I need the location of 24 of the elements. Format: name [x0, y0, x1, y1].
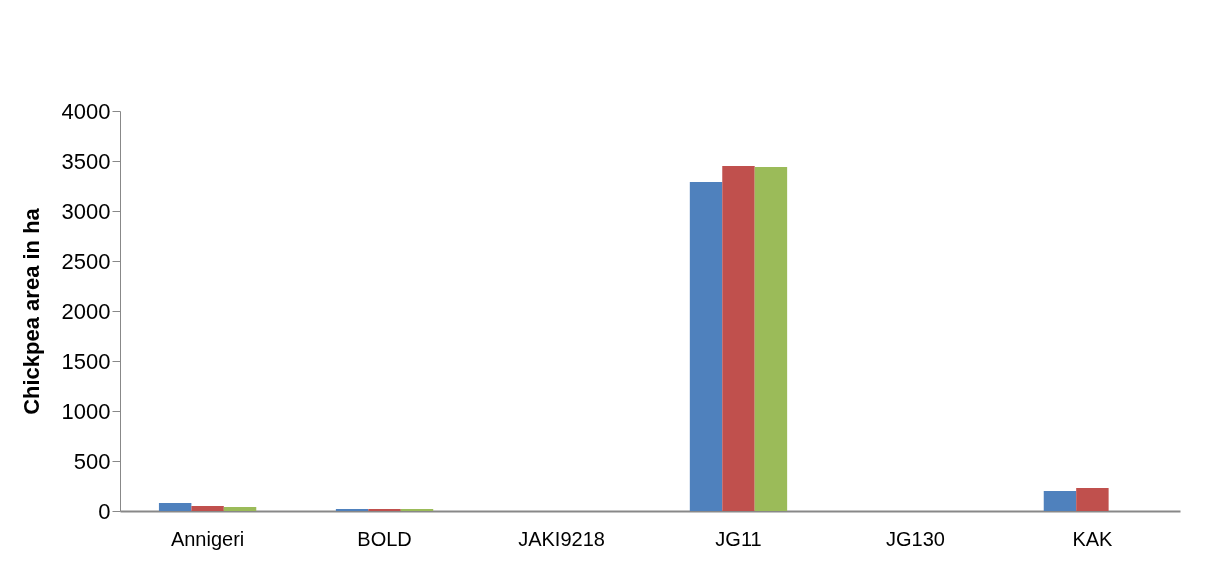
y-tick-label: 2500	[61, 248, 111, 274]
bar	[689, 182, 723, 511]
x-tick-label: Annigeri	[170, 527, 245, 550]
bar	[158, 503, 192, 511]
y-tick-label: 3500	[61, 148, 111, 174]
y-tick-label: 1000	[61, 398, 111, 424]
bar	[1043, 491, 1077, 511]
bar	[754, 167, 788, 511]
x-tick-label: KAK	[1072, 527, 1114, 550]
y-tick-label: 0	[98, 498, 111, 524]
y-tick-label: 500	[73, 448, 111, 474]
bar	[722, 166, 755, 511]
x-tick-label: JG130	[885, 527, 945, 550]
x-tick-label: JAKI9218	[518, 527, 605, 550]
bar	[223, 507, 257, 511]
x-tick-label: JG11	[715, 527, 762, 550]
bar	[191, 506, 224, 511]
bar	[1076, 488, 1109, 511]
y-tick-label: 3000	[61, 198, 111, 224]
y-tick-label: 4000	[61, 98, 111, 124]
y-axis-title: Chickpea area in ha	[18, 207, 44, 415]
y-tick-label: 1500	[61, 348, 111, 374]
x-tick-label: BOLD	[357, 527, 412, 550]
y-tick-label: 2000	[61, 298, 111, 324]
